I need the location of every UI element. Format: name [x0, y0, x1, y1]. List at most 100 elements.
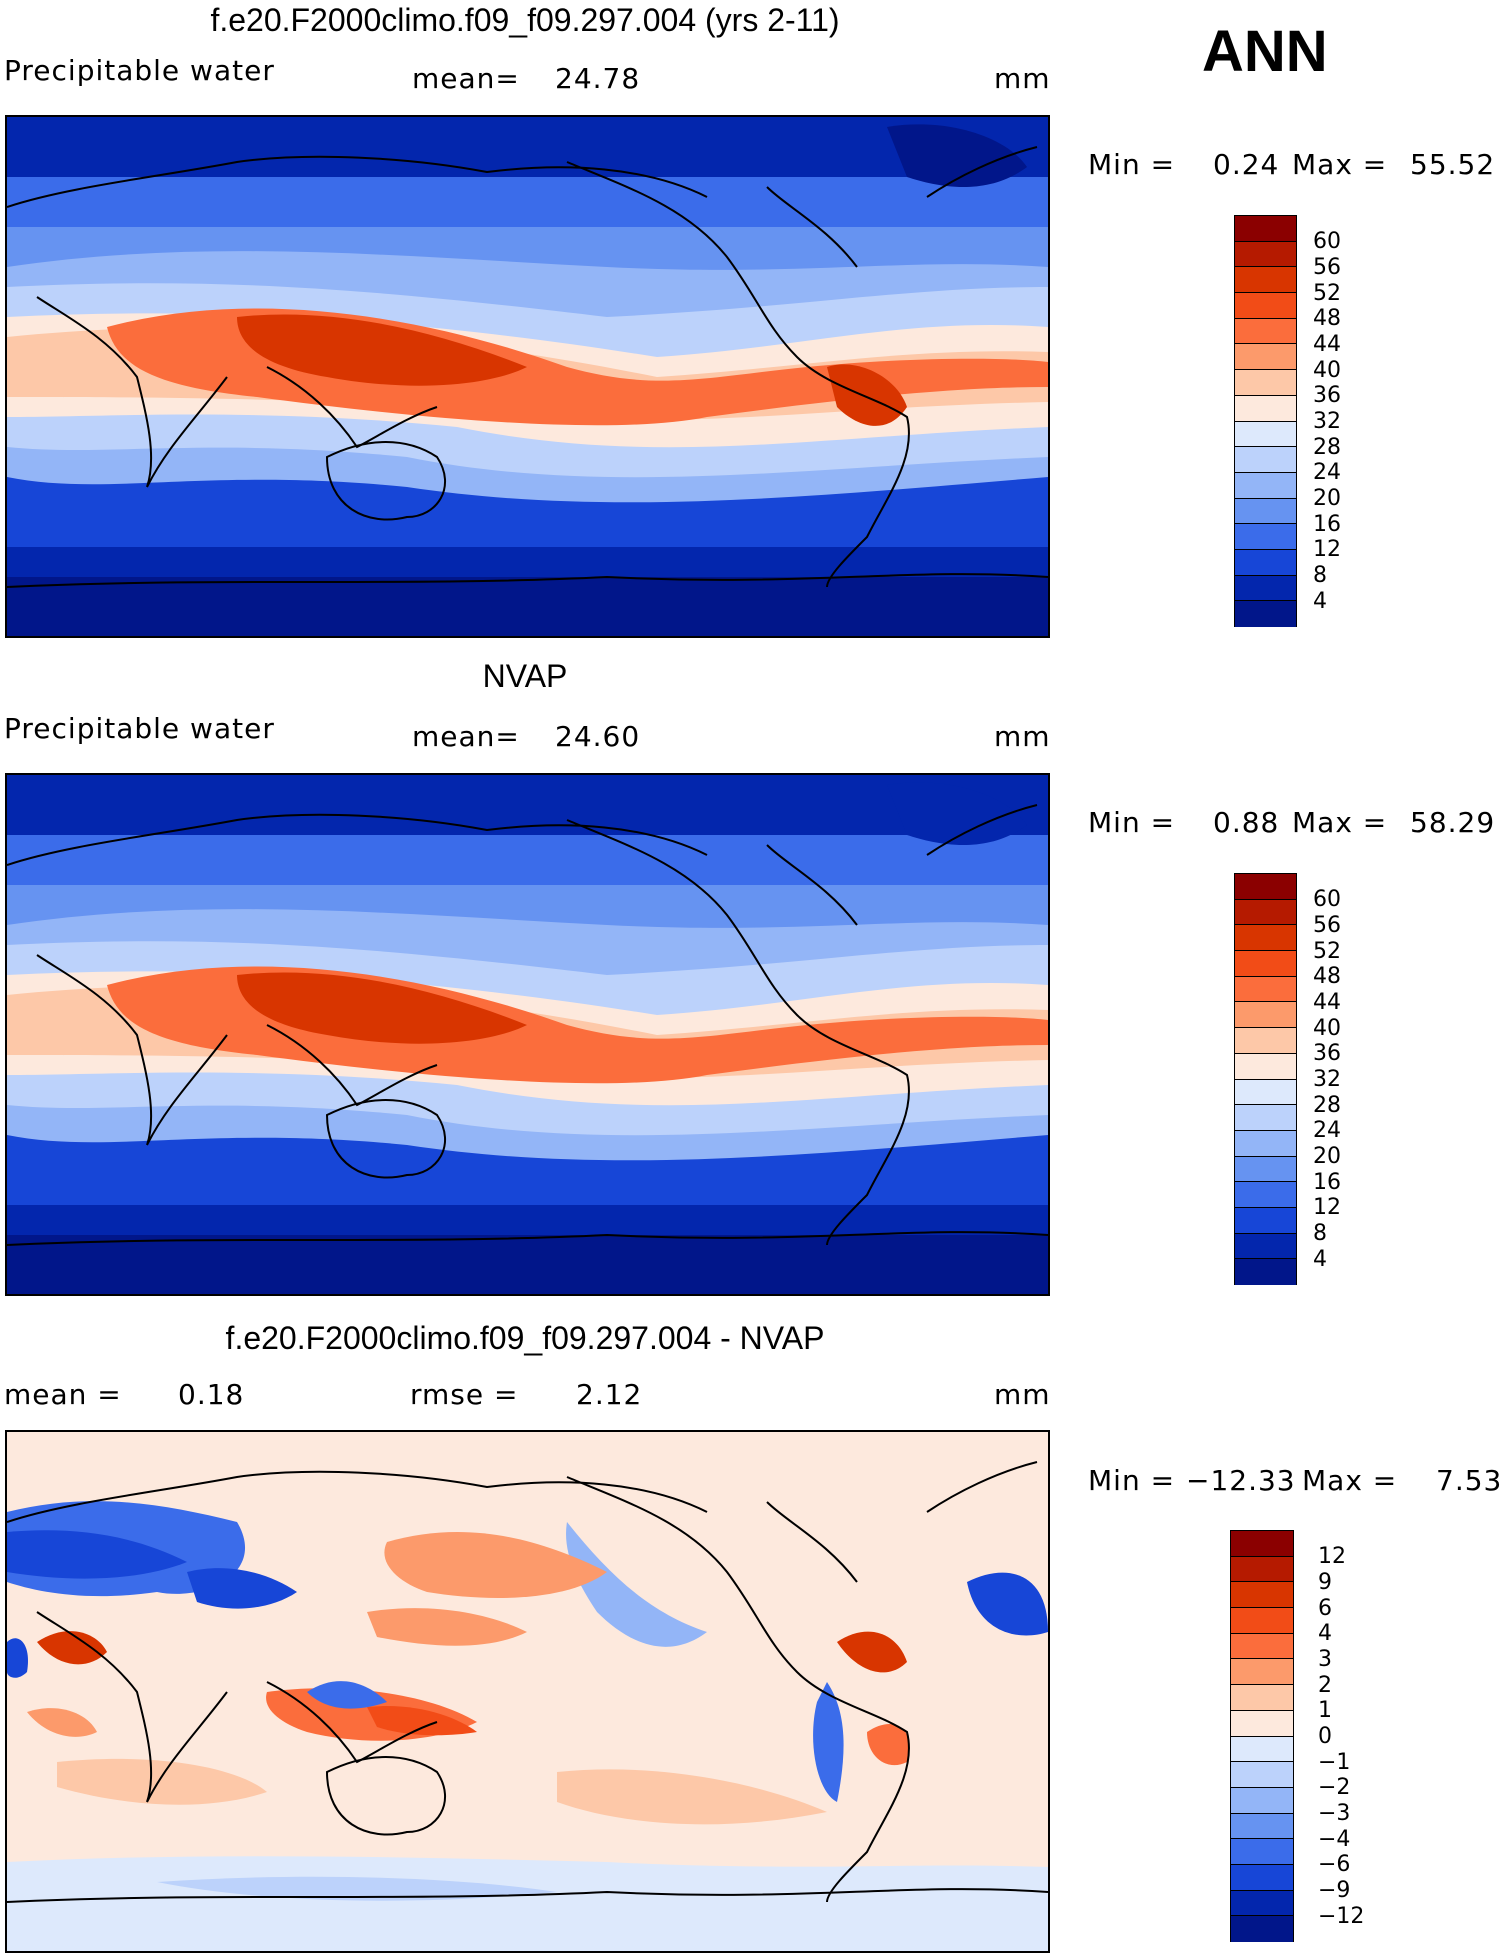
colorbar-swatch [1235, 1233, 1296, 1260]
colorbar-tick-label: 60 [1313, 229, 1341, 254]
colorbar-swatch [1231, 1710, 1293, 1737]
colorbar-tick-label: 9 [1318, 1570, 1332, 1595]
panel-1-field-label: Precipitable water [4, 54, 275, 87]
colorbar-tick-label: 4 [1318, 1621, 1332, 1646]
colorbar-swatch [1235, 1156, 1296, 1183]
colorbar-swatch [1235, 447, 1296, 473]
panel-3-min-value: −12.33 [1186, 1464, 1296, 1497]
colorbar-tick-label: 12 [1318, 1544, 1346, 1569]
colorbar-tick-label: 52 [1313, 281, 1341, 306]
colorbar-tick-label: 1 [1318, 1698, 1332, 1723]
panel-1-mean-label: mean= [412, 62, 520, 95]
panel-2-min-label: Min = [1088, 806, 1176, 839]
panel-2-field-label: Precipitable water [4, 712, 275, 745]
colorbar-tick-label: 36 [1313, 383, 1341, 408]
panel-2-mean-label: mean= [412, 720, 520, 753]
colorbar-tick-label: 44 [1313, 332, 1341, 357]
panel-3-units: mm [994, 1378, 1051, 1411]
panel-2-max-label: Max = [1292, 806, 1388, 839]
colorbar-swatch [1235, 1053, 1296, 1080]
panel-3-colorbar [1230, 1530, 1294, 1942]
colorbar-swatch [1235, 951, 1296, 977]
colorbar-swatch [1235, 1130, 1296, 1157]
colorbar-tick-label: −12 [1318, 1904, 1365, 1929]
colorbar-tick-label: 32 [1313, 1067, 1341, 1092]
colorbar-tick-label: −9 [1318, 1878, 1351, 1903]
panel-3-rmse-label: rmse = [410, 1378, 519, 1411]
colorbar-tick-label: 28 [1313, 1093, 1341, 1118]
colorbar-tick-label: 56 [1313, 913, 1341, 938]
colorbar-tick-label: 56 [1313, 255, 1341, 280]
colorbar-swatch [1231, 1813, 1293, 1840]
colorbar-swatch [1235, 549, 1296, 576]
colorbar-swatch [1231, 1556, 1293, 1583]
colorbar-tick-label: 12 [1313, 1195, 1341, 1220]
colorbar-tick-label: 16 [1313, 512, 1341, 537]
colorbar-swatch [1235, 524, 1296, 550]
colorbar-swatch [1235, 1028, 1296, 1054]
colorbar-swatch [1235, 575, 1296, 602]
colorbar-swatch [1235, 498, 1296, 525]
panel-3-title: f.e20.F2000climo.f09_f09.297.004 - NVAP [225, 1320, 825, 1356]
panel-2-colorbar [1234, 873, 1297, 1285]
colorbar-tick-label: 40 [1313, 1016, 1341, 1041]
colorbar-tick-label: 4 [1313, 589, 1327, 614]
colorbar-swatch [1235, 241, 1296, 268]
colorbar-tick-label: 20 [1313, 1144, 1341, 1169]
panel-1-min-value: 0.24 [1213, 148, 1280, 181]
panel-1-max-value: 55.52 [1410, 148, 1496, 181]
colorbar-swatch [1231, 1736, 1293, 1763]
season-label: ANN [1202, 19, 1328, 84]
colorbar-swatch [1235, 1182, 1296, 1208]
colorbar-swatch [1231, 1839, 1293, 1865]
colorbar-tick-label: 8 [1313, 1221, 1327, 1246]
panel-1-units: mm [994, 62, 1051, 95]
colorbar-tick-label: 24 [1313, 460, 1341, 485]
panel-1-title: f.e20.F2000climo.f09_f09.297.004 (yrs 2-… [210, 2, 840, 38]
panel-1-max-label: Max = [1292, 148, 1388, 181]
colorbar-tick-label: −4 [1318, 1827, 1351, 1852]
colorbar-tick-label: −2 [1318, 1775, 1351, 1800]
colorbar-tick-label: 52 [1313, 939, 1341, 964]
colorbar-swatch [1235, 1002, 1296, 1029]
colorbar-swatch [1231, 1787, 1293, 1814]
colorbar-swatch [1235, 293, 1296, 319]
colorbar-tick-label: −1 [1318, 1750, 1351, 1775]
colorbar-tick-label: 2 [1318, 1673, 1332, 1698]
colorbar-swatch [1235, 925, 1296, 952]
colorbar-tick-label: 16 [1313, 1170, 1341, 1195]
colorbar-swatch [1231, 1890, 1293, 1917]
colorbar-swatch [1235, 344, 1296, 371]
panel-1-min-label: Min = [1088, 148, 1176, 181]
colorbar-tick-label: 48 [1313, 306, 1341, 331]
colorbar-swatch [1231, 1582, 1293, 1609]
panel-3-max-value: 7.53 [1436, 1464, 1500, 1497]
colorbar-tick-label: −3 [1318, 1801, 1351, 1826]
panel-2-title: NVAP [482, 658, 568, 694]
colorbar-swatch [1235, 421, 1296, 448]
panel-3-mean-label: mean = [4, 1378, 122, 1411]
colorbar-swatch [1231, 1608, 1293, 1634]
colorbar-swatch [1235, 472, 1296, 499]
colorbar-swatch [1235, 976, 1296, 1003]
colorbar-tick-label: 3 [1318, 1647, 1332, 1672]
colorbar-tick-label: 6 [1318, 1596, 1332, 1621]
colorbar-tick-label: 28 [1313, 435, 1341, 460]
panel-3-mean-value: 0.18 [178, 1378, 245, 1411]
panel-2-max-value: 58.29 [1410, 806, 1496, 839]
colorbar-swatch [1235, 267, 1296, 294]
colorbar-tick-label: 12 [1313, 537, 1341, 562]
panel-2-mean-value: 24.60 [555, 720, 641, 753]
colorbar-swatch [1235, 874, 1296, 900]
panel-2-units: mm [994, 720, 1051, 753]
colorbar-tick-label: 40 [1313, 358, 1341, 383]
colorbar-swatch [1231, 1531, 1293, 1557]
colorbar-tick-label: 20 [1313, 486, 1341, 511]
colorbar-swatch [1235, 370, 1296, 396]
colorbar-swatch [1235, 1207, 1296, 1234]
colorbar-tick-label: 0 [1318, 1724, 1332, 1749]
panel-1-mean-value: 24.78 [555, 62, 641, 95]
panel-1-colorbar [1234, 215, 1297, 627]
colorbar-tick-label: −6 [1318, 1852, 1351, 1877]
colorbar-swatch [1231, 1864, 1293, 1891]
